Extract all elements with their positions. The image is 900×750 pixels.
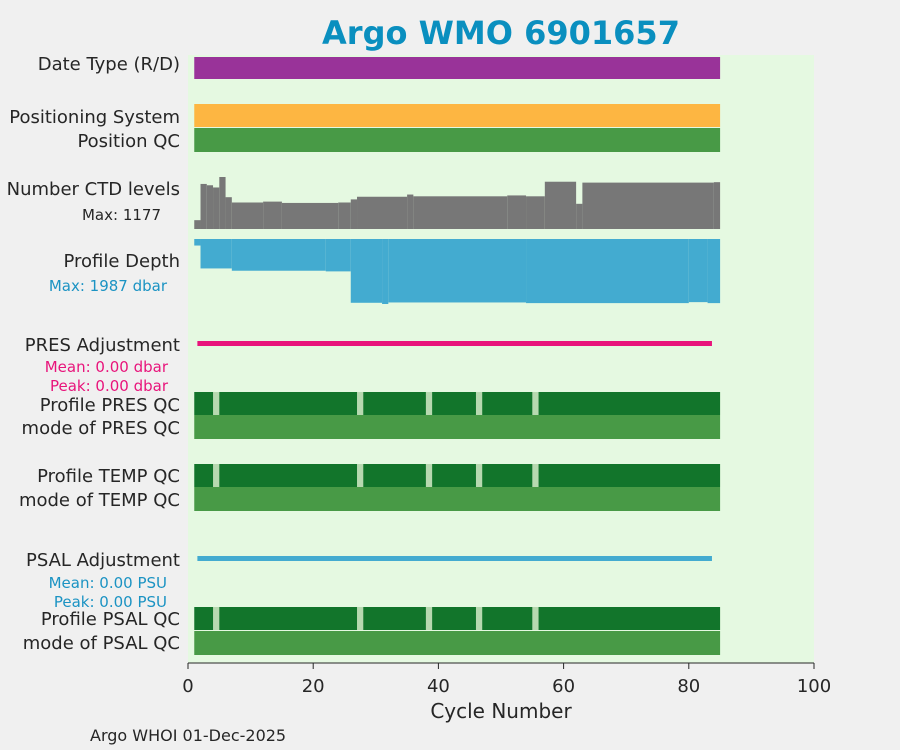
ctd-level-bar — [544, 181, 577, 229]
temp-qc-gap — [475, 464, 483, 487]
label-profile-psal-qc: Profile PSAL QC — [41, 609, 180, 630]
temp-mode-qc-bar — [194, 487, 721, 511]
psal-mode-qc-bar — [194, 631, 721, 655]
ctd-level-bar — [200, 183, 207, 229]
profile-depth-bar — [231, 239, 326, 271]
psal-qc-gap — [357, 607, 364, 630]
date-type-bar — [194, 57, 721, 79]
ctd-level-bar — [413, 196, 508, 229]
label-mode-psal-qc: mode of PSAL QC — [23, 633, 180, 654]
x-ticks: 0 20 40 60 80 100 — [182, 663, 831, 697]
x-tick-label: 80 — [677, 676, 700, 697]
psal-profile-qc-bar — [194, 607, 721, 630]
pres-qc-gap — [213, 392, 220, 415]
temp-qc-gap — [425, 464, 433, 487]
label-mode-pres-qc: mode of PRES QC — [22, 418, 180, 439]
label-profile-pres-qc: Profile PRES QC — [40, 395, 180, 416]
psal-mean-text: Mean: 0.00 PSU — [49, 574, 167, 592]
ctd-level-bar — [350, 199, 358, 229]
ctd-level-bar — [338, 202, 351, 229]
psal-qc-gap — [425, 607, 433, 630]
x-tick-label: 40 — [427, 676, 450, 697]
x-tick-label: 20 — [302, 676, 325, 697]
label-ctd-levels: Number CTD levels — [7, 179, 180, 200]
x-tick-label: 100 — [797, 676, 831, 697]
pres-mode-qc-bar — [194, 415, 721, 439]
label-positioning-system: Positioning System — [9, 107, 180, 128]
ctd-level-bar — [507, 195, 527, 229]
profile-depth-bar — [707, 239, 721, 304]
label-profile-depth: Profile Depth — [63, 251, 180, 272]
profile-depth-bar — [526, 239, 689, 304]
profile-depth-bar — [325, 239, 351, 272]
positioning-bar — [194, 104, 721, 127]
psal-qc-gap — [475, 607, 483, 630]
x-tick-label: 60 — [552, 676, 575, 697]
position-qc-bar — [194, 128, 721, 152]
profile-depth-bar — [350, 239, 383, 303]
x-tick-label: 0 — [182, 676, 193, 697]
psal-qc-gap — [213, 607, 220, 630]
ctd-level-bar — [713, 182, 721, 229]
ctd-level-bar — [213, 187, 220, 229]
label-position-qc: Position QC — [77, 131, 180, 152]
profile-depth-bar — [200, 239, 232, 269]
ctd-level-bar — [194, 220, 201, 229]
label-psal-adjustment: PSAL Adjustment — [26, 550, 180, 571]
ctd-level-bar — [526, 196, 545, 229]
ctd-level-bar — [281, 202, 339, 229]
psal-adjustment-line — [197, 556, 712, 561]
profile-depth-bar — [388, 239, 527, 303]
label-profile-temp-qc: Profile TEMP QC — [37, 466, 180, 487]
psal-qc-gap — [532, 607, 539, 630]
pres-qc-gap — [425, 392, 433, 415]
ctd-level-bar — [231, 202, 264, 229]
chart-title: Argo WMO 6901657 — [322, 14, 680, 52]
ctd-level-bar — [357, 196, 408, 229]
label-date-type: Date Type (R/D) — [38, 54, 180, 75]
ctd-level-bar — [407, 194, 414, 229]
profile-depth-bar — [382, 239, 389, 304]
plot-area — [188, 55, 814, 663]
temp-qc-gap — [213, 464, 220, 487]
profile-depth-bar — [688, 239, 708, 303]
label-pres-adjustment: PRES Adjustment — [25, 335, 180, 356]
pres-adjustment-line — [197, 341, 712, 346]
ctd-level-bar — [582, 182, 714, 229]
pres-profile-qc-bar — [194, 392, 721, 415]
pres-qc-gap — [357, 392, 364, 415]
footer-credit: Argo WHOI 01-Dec-2025 — [90, 726, 286, 745]
ctd-level-bar — [206, 185, 214, 229]
depth-max-text: Max: 1987 dbar — [49, 277, 168, 295]
pres-mean-text: Mean: 0.00 dbar — [45, 358, 169, 376]
ctd-level-bar — [219, 177, 226, 229]
x-axis-label: Cycle Number — [430, 699, 572, 723]
chart-marks — [194, 57, 721, 655]
temp-qc-gap — [532, 464, 539, 487]
ctd-level-bar — [263, 201, 282, 229]
label-mode-temp-qc: mode of TEMP QC — [19, 490, 180, 511]
pres-peak-text: Peak: 0.00 dbar — [50, 377, 169, 395]
psal-peak-text: Peak: 0.00 PSU — [54, 593, 167, 611]
ctd-level-bar — [576, 203, 583, 229]
pres-qc-gap — [475, 392, 483, 415]
profile-depth-bar — [194, 239, 201, 246]
ctd-max-text: Max: 1177 — [82, 206, 161, 224]
pres-qc-gap — [532, 392, 539, 415]
temp-profile-qc-bar — [194, 464, 721, 487]
ctd-level-bar — [225, 197, 232, 229]
temp-qc-gap — [357, 464, 364, 487]
